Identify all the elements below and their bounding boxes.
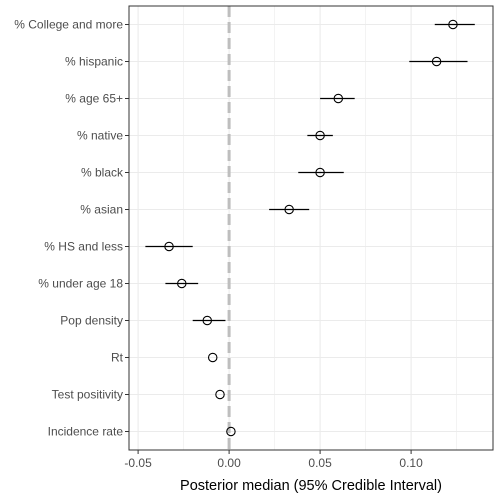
median-point: [226, 426, 236, 437]
marks-layer: [145, 19, 475, 437]
x-tick-label: 0.05: [308, 456, 332, 470]
median-point: [202, 315, 213, 326]
median-point: [315, 130, 325, 141]
x-tick-label: -0.05: [124, 456, 152, 470]
y-tick-label: % hispanic: [65, 55, 123, 69]
y-tick-label: Pop density: [60, 314, 123, 328]
y-tick-label: % native: [77, 129, 123, 143]
median-point: [164, 241, 174, 252]
grid-layer: [129, 6, 493, 450]
median-point: [284, 204, 294, 215]
y-tick-label: % asian: [80, 203, 123, 217]
median-point: [431, 56, 442, 67]
y-tick-label: Rt: [111, 351, 124, 365]
median-point: [448, 19, 458, 30]
y-tick-label: Incidence rate: [48, 425, 124, 439]
median-point: [333, 93, 344, 104]
y-tick-label: % black: [81, 166, 124, 180]
x-axis-title: Posterior median (95% Credible Interval): [180, 478, 442, 494]
y-tick-label: % under age 18: [38, 277, 123, 291]
y-tick-label: % age 65+: [65, 92, 123, 106]
median-point: [207, 352, 218, 363]
y-tick-label: % College and more: [14, 18, 123, 32]
median-point: [315, 167, 325, 178]
x-tick-label: 0.00: [217, 456, 241, 470]
y-tick-label: Test positivity: [52, 388, 123, 402]
panel-border: [128, 5, 494, 451]
median-point: [177, 278, 187, 289]
y-tick-label: % HS and less: [44, 240, 123, 254]
median-point: [215, 389, 225, 400]
x-tick-label: 0.10: [399, 456, 423, 470]
axis-layer: % College and more % hispanic % age 65+ % n…: [14, 18, 423, 471]
